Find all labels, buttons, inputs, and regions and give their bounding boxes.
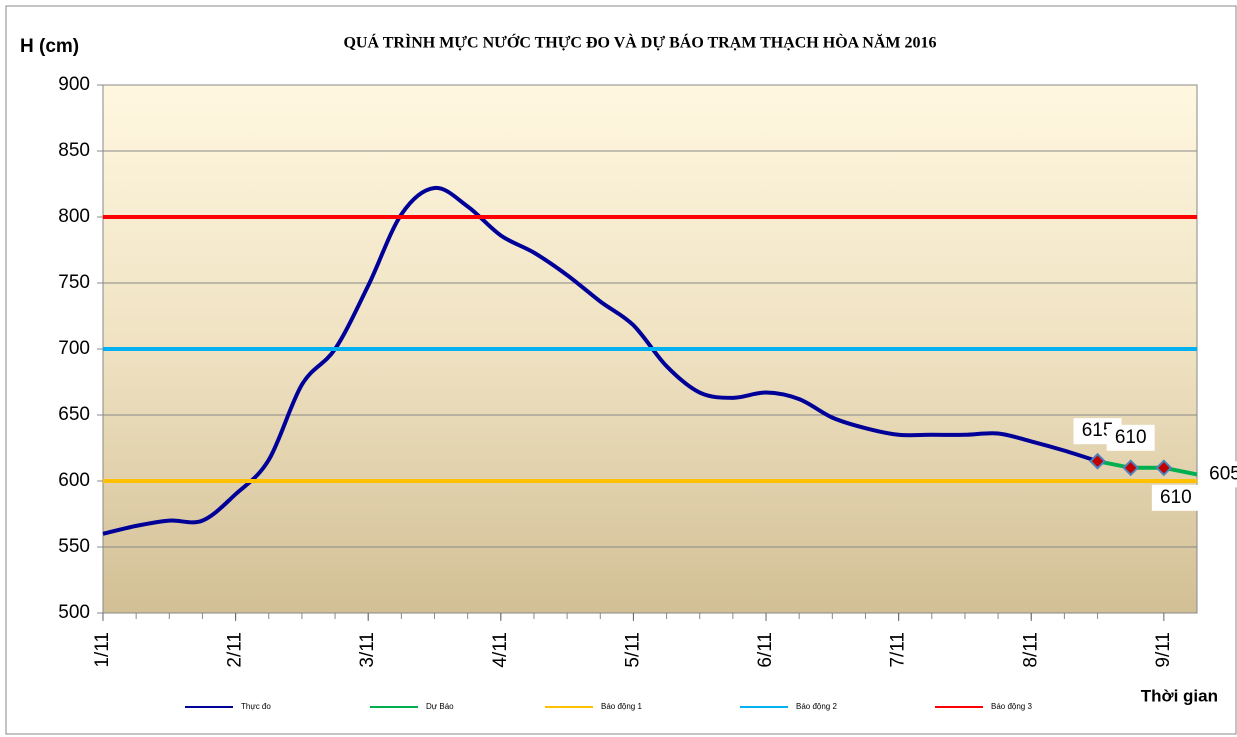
data-label: 615 [1082, 420, 1114, 441]
marker [1122, 459, 1140, 477]
y-tick-label: 800 [58, 206, 90, 227]
data-label: 605 [1209, 463, 1237, 484]
marker [1089, 452, 1106, 470]
x-tick-label: 5/11 [622, 632, 643, 668]
legend-label: Báo động 2 [796, 702, 837, 711]
series-line [102, 185, 1099, 536]
y-tick-label: 500 [58, 602, 90, 623]
data-label: 610 [1115, 427, 1147, 448]
legend-label: Báo động 1 [601, 702, 642, 711]
x-tick-label: 3/11 [357, 632, 378, 668]
y-tick-label: 900 [58, 74, 90, 95]
x-tick-label: 2/11 [225, 632, 246, 668]
data-label-box [1201, 461, 1237, 488]
data-label-box [1151, 484, 1200, 511]
x-tick-label: 1/11 [92, 632, 113, 668]
x-tick-label: 8/11 [1020, 632, 1041, 668]
x-tick-label: 9/11 [1153, 632, 1174, 668]
series-line [1097, 459, 1198, 477]
y-tick-label: 650 [58, 404, 90, 425]
y-tick-label: 700 [58, 338, 90, 359]
x-tick-label: 7/11 [888, 632, 909, 668]
legend-label: Báo động 3 [991, 702, 1032, 711]
y-tick-label: 850 [58, 140, 90, 161]
y-tick-label: 750 [58, 272, 90, 293]
y-tick-label: 600 [58, 470, 90, 491]
legend-label: Dự Báo [426, 702, 454, 711]
marker [1155, 459, 1173, 477]
x-tick-label: 4/11 [490, 632, 511, 668]
x-axis-label: Thời gian [1141, 686, 1218, 705]
data-label: 610 [1160, 487, 1192, 508]
legend-label: Thực đo [241, 702, 271, 711]
chart-title: QUÁ TRÌNH MỰC NƯỚC THỰC ĐO VÀ DỰ BÁO TRẠ… [343, 33, 936, 52]
data-label-box [1106, 424, 1155, 451]
y-axis-label: H (cm) [20, 36, 79, 57]
x-tick-label: 6/11 [755, 632, 776, 668]
y-tick-label: 550 [58, 536, 90, 557]
